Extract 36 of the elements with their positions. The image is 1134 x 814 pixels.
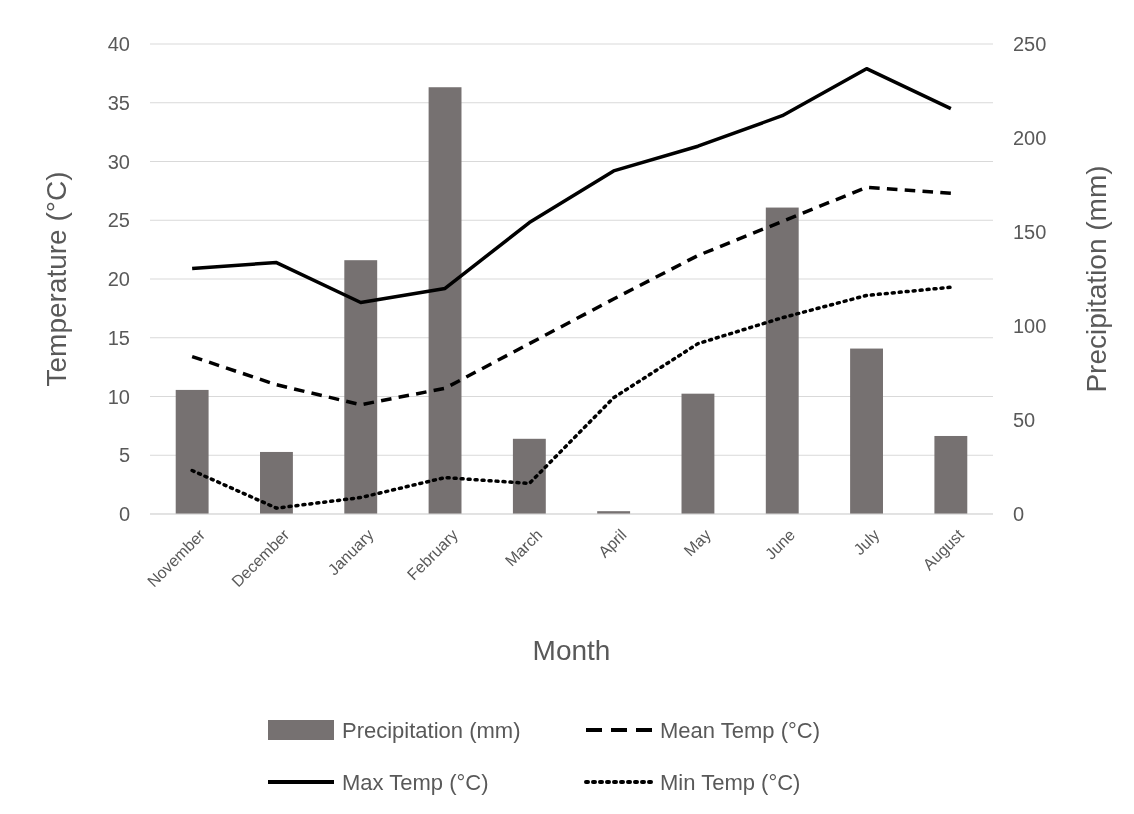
x-tick-label: July	[850, 526, 883, 559]
bar	[934, 435, 968, 514]
y2-tick-label: 0	[1013, 503, 1025, 525]
y2-tick-label: 200	[1013, 127, 1047, 149]
bar	[344, 260, 378, 514]
x-tick-label: May	[680, 526, 714, 560]
legend-label: Min Temp (°C)	[660, 769, 801, 795]
y-axis-title: Temperature (°C)	[41, 171, 72, 387]
line-series	[190, 185, 953, 407]
y2-tick-label: 150	[1013, 221, 1047, 243]
y2-tick-label: 100	[1013, 315, 1047, 337]
y-tick-label: 20	[107, 268, 130, 290]
bar	[260, 451, 293, 514]
bar	[512, 438, 546, 514]
y-tick-label: 5	[118, 444, 130, 467]
bar	[681, 393, 715, 514]
bar	[765, 207, 799, 514]
y-tick-label: 0	[118, 503, 130, 525]
x-axis-title: Month	[532, 635, 611, 666]
y-tick-label: 40	[107, 33, 130, 55]
y-tick-label: 10	[107, 385, 130, 408]
legend-label: Precipitation (mm)	[342, 717, 521, 743]
y-tick-label: 15	[107, 326, 130, 349]
bar	[175, 389, 209, 514]
y2-tick-label: 250	[1013, 33, 1047, 55]
line-series	[190, 285, 953, 510]
y2-axis-title: Precipitation (mm)	[1081, 165, 1112, 393]
bar	[428, 87, 462, 514]
line-series	[190, 66, 953, 305]
y-tick-label: 25	[107, 209, 130, 232]
bar	[850, 348, 883, 514]
legend-label: Mean Temp (°C)	[660, 717, 820, 743]
y-tick-label: 35	[107, 91, 130, 114]
y2-tick-label: 50	[1013, 409, 1036, 431]
y-tick-label: 30	[107, 150, 130, 173]
legend-label: Max Temp (°C)	[342, 769, 489, 795]
